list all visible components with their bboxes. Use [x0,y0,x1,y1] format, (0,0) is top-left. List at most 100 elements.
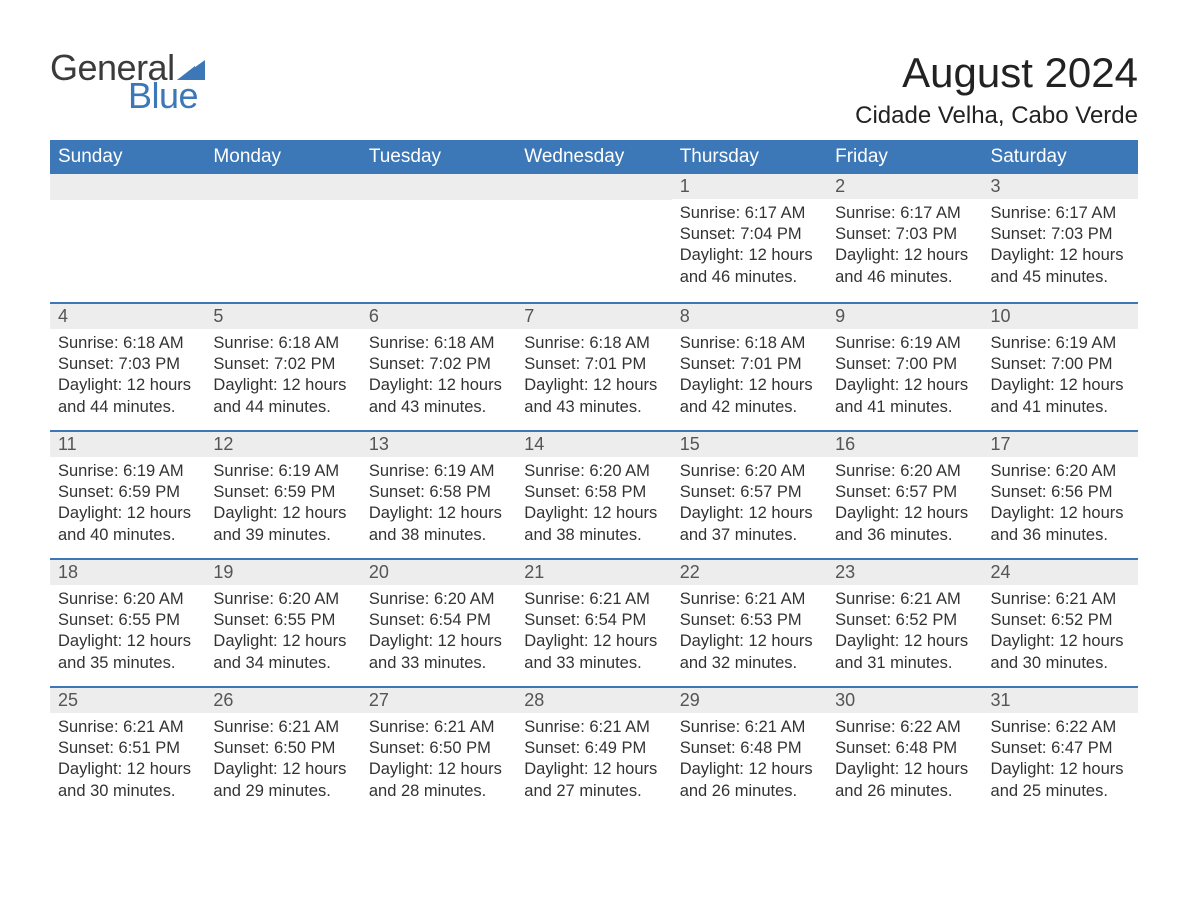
day-sunset: Sunset: 7:03 PM [991,224,1130,245]
day-sunrise: Sunrise: 6:20 AM [835,461,974,482]
calendar-cell: 30Sunrise: 6:22 AMSunset: 6:48 PMDayligh… [827,686,982,814]
day-sunrise: Sunrise: 6:20 AM [991,461,1130,482]
day-daylight1: Daylight: 12 hours [991,759,1130,780]
day-details: Sunrise: 6:19 AMSunset: 6:59 PMDaylight:… [205,457,360,551]
day-daylight1: Daylight: 12 hours [58,759,197,780]
day-number: 22 [672,558,827,585]
day-details: Sunrise: 6:19 AMSunset: 6:58 PMDaylight:… [361,457,516,551]
calendar-cell: 17Sunrise: 6:20 AMSunset: 6:56 PMDayligh… [983,430,1138,558]
day-daylight2: and 29 minutes. [213,781,352,802]
day-details: Sunrise: 6:21 AMSunset: 6:48 PMDaylight:… [672,713,827,807]
day-number: 2 [827,174,982,199]
calendar-cell: 7Sunrise: 6:18 AMSunset: 7:01 PMDaylight… [516,302,671,430]
day-sunrise: Sunrise: 6:18 AM [58,333,197,354]
day-header: Tuesday [361,140,516,174]
day-sunset: Sunset: 6:57 PM [835,482,974,503]
day-header: Sunday [50,140,205,174]
day-sunset: Sunset: 7:02 PM [369,354,508,375]
brand-text-2: Blue [128,78,205,114]
calendar-cell: 12Sunrise: 6:19 AMSunset: 6:59 PMDayligh… [205,430,360,558]
day-daylight1: Daylight: 12 hours [213,631,352,652]
day-sunset: Sunset: 6:52 PM [991,610,1130,631]
calendar-cell: 14Sunrise: 6:20 AMSunset: 6:58 PMDayligh… [516,430,671,558]
day-number: 15 [672,430,827,457]
day-number: 4 [50,302,205,329]
day-daylight2: and 38 minutes. [524,525,663,546]
calendar-cell: 15Sunrise: 6:20 AMSunset: 6:57 PMDayligh… [672,430,827,558]
day-daylight2: and 43 minutes. [369,397,508,418]
day-details: Sunrise: 6:18 AMSunset: 7:03 PMDaylight:… [50,329,205,423]
day-number: 8 [672,302,827,329]
day-sunset: Sunset: 6:57 PM [680,482,819,503]
day-header: Friday [827,140,982,174]
day-sunrise: Sunrise: 6:19 AM [991,333,1130,354]
day-daylight1: Daylight: 12 hours [58,631,197,652]
day-sunrise: Sunrise: 6:20 AM [213,589,352,610]
calendar-week-row: 11Sunrise: 6:19 AMSunset: 6:59 PMDayligh… [50,430,1138,558]
day-sunset: Sunset: 6:56 PM [991,482,1130,503]
day-number: 14 [516,430,671,457]
day-daylight1: Daylight: 12 hours [680,503,819,524]
calendar-cell [205,174,360,302]
day-sunset: Sunset: 7:03 PM [58,354,197,375]
day-details: Sunrise: 6:22 AMSunset: 6:47 PMDaylight:… [983,713,1138,807]
day-sunset: Sunset: 6:51 PM [58,738,197,759]
day-number: 3 [983,174,1138,199]
day-details: Sunrise: 6:18 AMSunset: 7:02 PMDaylight:… [361,329,516,423]
day-daylight1: Daylight: 12 hours [369,631,508,652]
day-daylight2: and 41 minutes. [835,397,974,418]
day-sunset: Sunset: 6:59 PM [58,482,197,503]
day-sunrise: Sunrise: 6:17 AM [680,203,819,224]
calendar-cell: 5Sunrise: 6:18 AMSunset: 7:02 PMDaylight… [205,302,360,430]
calendar-cell: 8Sunrise: 6:18 AMSunset: 7:01 PMDaylight… [672,302,827,430]
day-details: Sunrise: 6:17 AMSunset: 7:04 PMDaylight:… [672,199,827,293]
calendar-cell: 18Sunrise: 6:20 AMSunset: 6:55 PMDayligh… [50,558,205,686]
day-number: 16 [827,430,982,457]
day-sunset: Sunset: 7:01 PM [680,354,819,375]
day-number: 28 [516,686,671,713]
empty-day-header [361,174,516,200]
day-sunrise: Sunrise: 6:18 AM [369,333,508,354]
day-details: Sunrise: 6:21 AMSunset: 6:52 PMDaylight:… [983,585,1138,679]
day-number: 25 [50,686,205,713]
day-number: 1 [672,174,827,199]
day-sunrise: Sunrise: 6:20 AM [524,461,663,482]
day-daylight2: and 26 minutes. [680,781,819,802]
day-daylight1: Daylight: 12 hours [213,503,352,524]
day-daylight2: and 39 minutes. [213,525,352,546]
day-sunrise: Sunrise: 6:21 AM [369,717,508,738]
day-daylight2: and 33 minutes. [524,653,663,674]
day-details: Sunrise: 6:19 AMSunset: 6:59 PMDaylight:… [50,457,205,551]
day-daylight2: and 30 minutes. [991,653,1130,674]
day-sunrise: Sunrise: 6:21 AM [680,589,819,610]
day-details: Sunrise: 6:22 AMSunset: 6:48 PMDaylight:… [827,713,982,807]
day-sunrise: Sunrise: 6:20 AM [58,589,197,610]
day-number: 9 [827,302,982,329]
day-details: Sunrise: 6:21 AMSunset: 6:50 PMDaylight:… [361,713,516,807]
calendar-week-row: 25Sunrise: 6:21 AMSunset: 6:51 PMDayligh… [50,686,1138,814]
day-daylight2: and 38 minutes. [369,525,508,546]
day-number: 24 [983,558,1138,585]
day-number: 19 [205,558,360,585]
calendar-cell: 6Sunrise: 6:18 AMSunset: 7:02 PMDaylight… [361,302,516,430]
day-sunrise: Sunrise: 6:19 AM [213,461,352,482]
day-daylight1: Daylight: 12 hours [369,375,508,396]
day-details: Sunrise: 6:18 AMSunset: 7:01 PMDaylight:… [516,329,671,423]
day-daylight1: Daylight: 12 hours [369,503,508,524]
day-daylight2: and 40 minutes. [58,525,197,546]
day-daylight2: and 32 minutes. [680,653,819,674]
day-header: Monday [205,140,360,174]
day-daylight2: and 45 minutes. [991,267,1130,288]
title-block: August 2024 Cidade Velha, Cabo Verde [855,50,1138,130]
day-daylight1: Daylight: 12 hours [213,759,352,780]
day-daylight1: Daylight: 12 hours [58,503,197,524]
day-sunset: Sunset: 6:50 PM [369,738,508,759]
day-sunrise: Sunrise: 6:17 AM [991,203,1130,224]
calendar-cell [50,174,205,302]
day-sunset: Sunset: 7:00 PM [991,354,1130,375]
day-daylight1: Daylight: 12 hours [835,503,974,524]
day-number: 31 [983,686,1138,713]
day-daylight1: Daylight: 12 hours [991,503,1130,524]
calendar-table: Sunday Monday Tuesday Wednesday Thursday… [50,140,1138,814]
day-details: Sunrise: 6:18 AMSunset: 7:01 PMDaylight:… [672,329,827,423]
